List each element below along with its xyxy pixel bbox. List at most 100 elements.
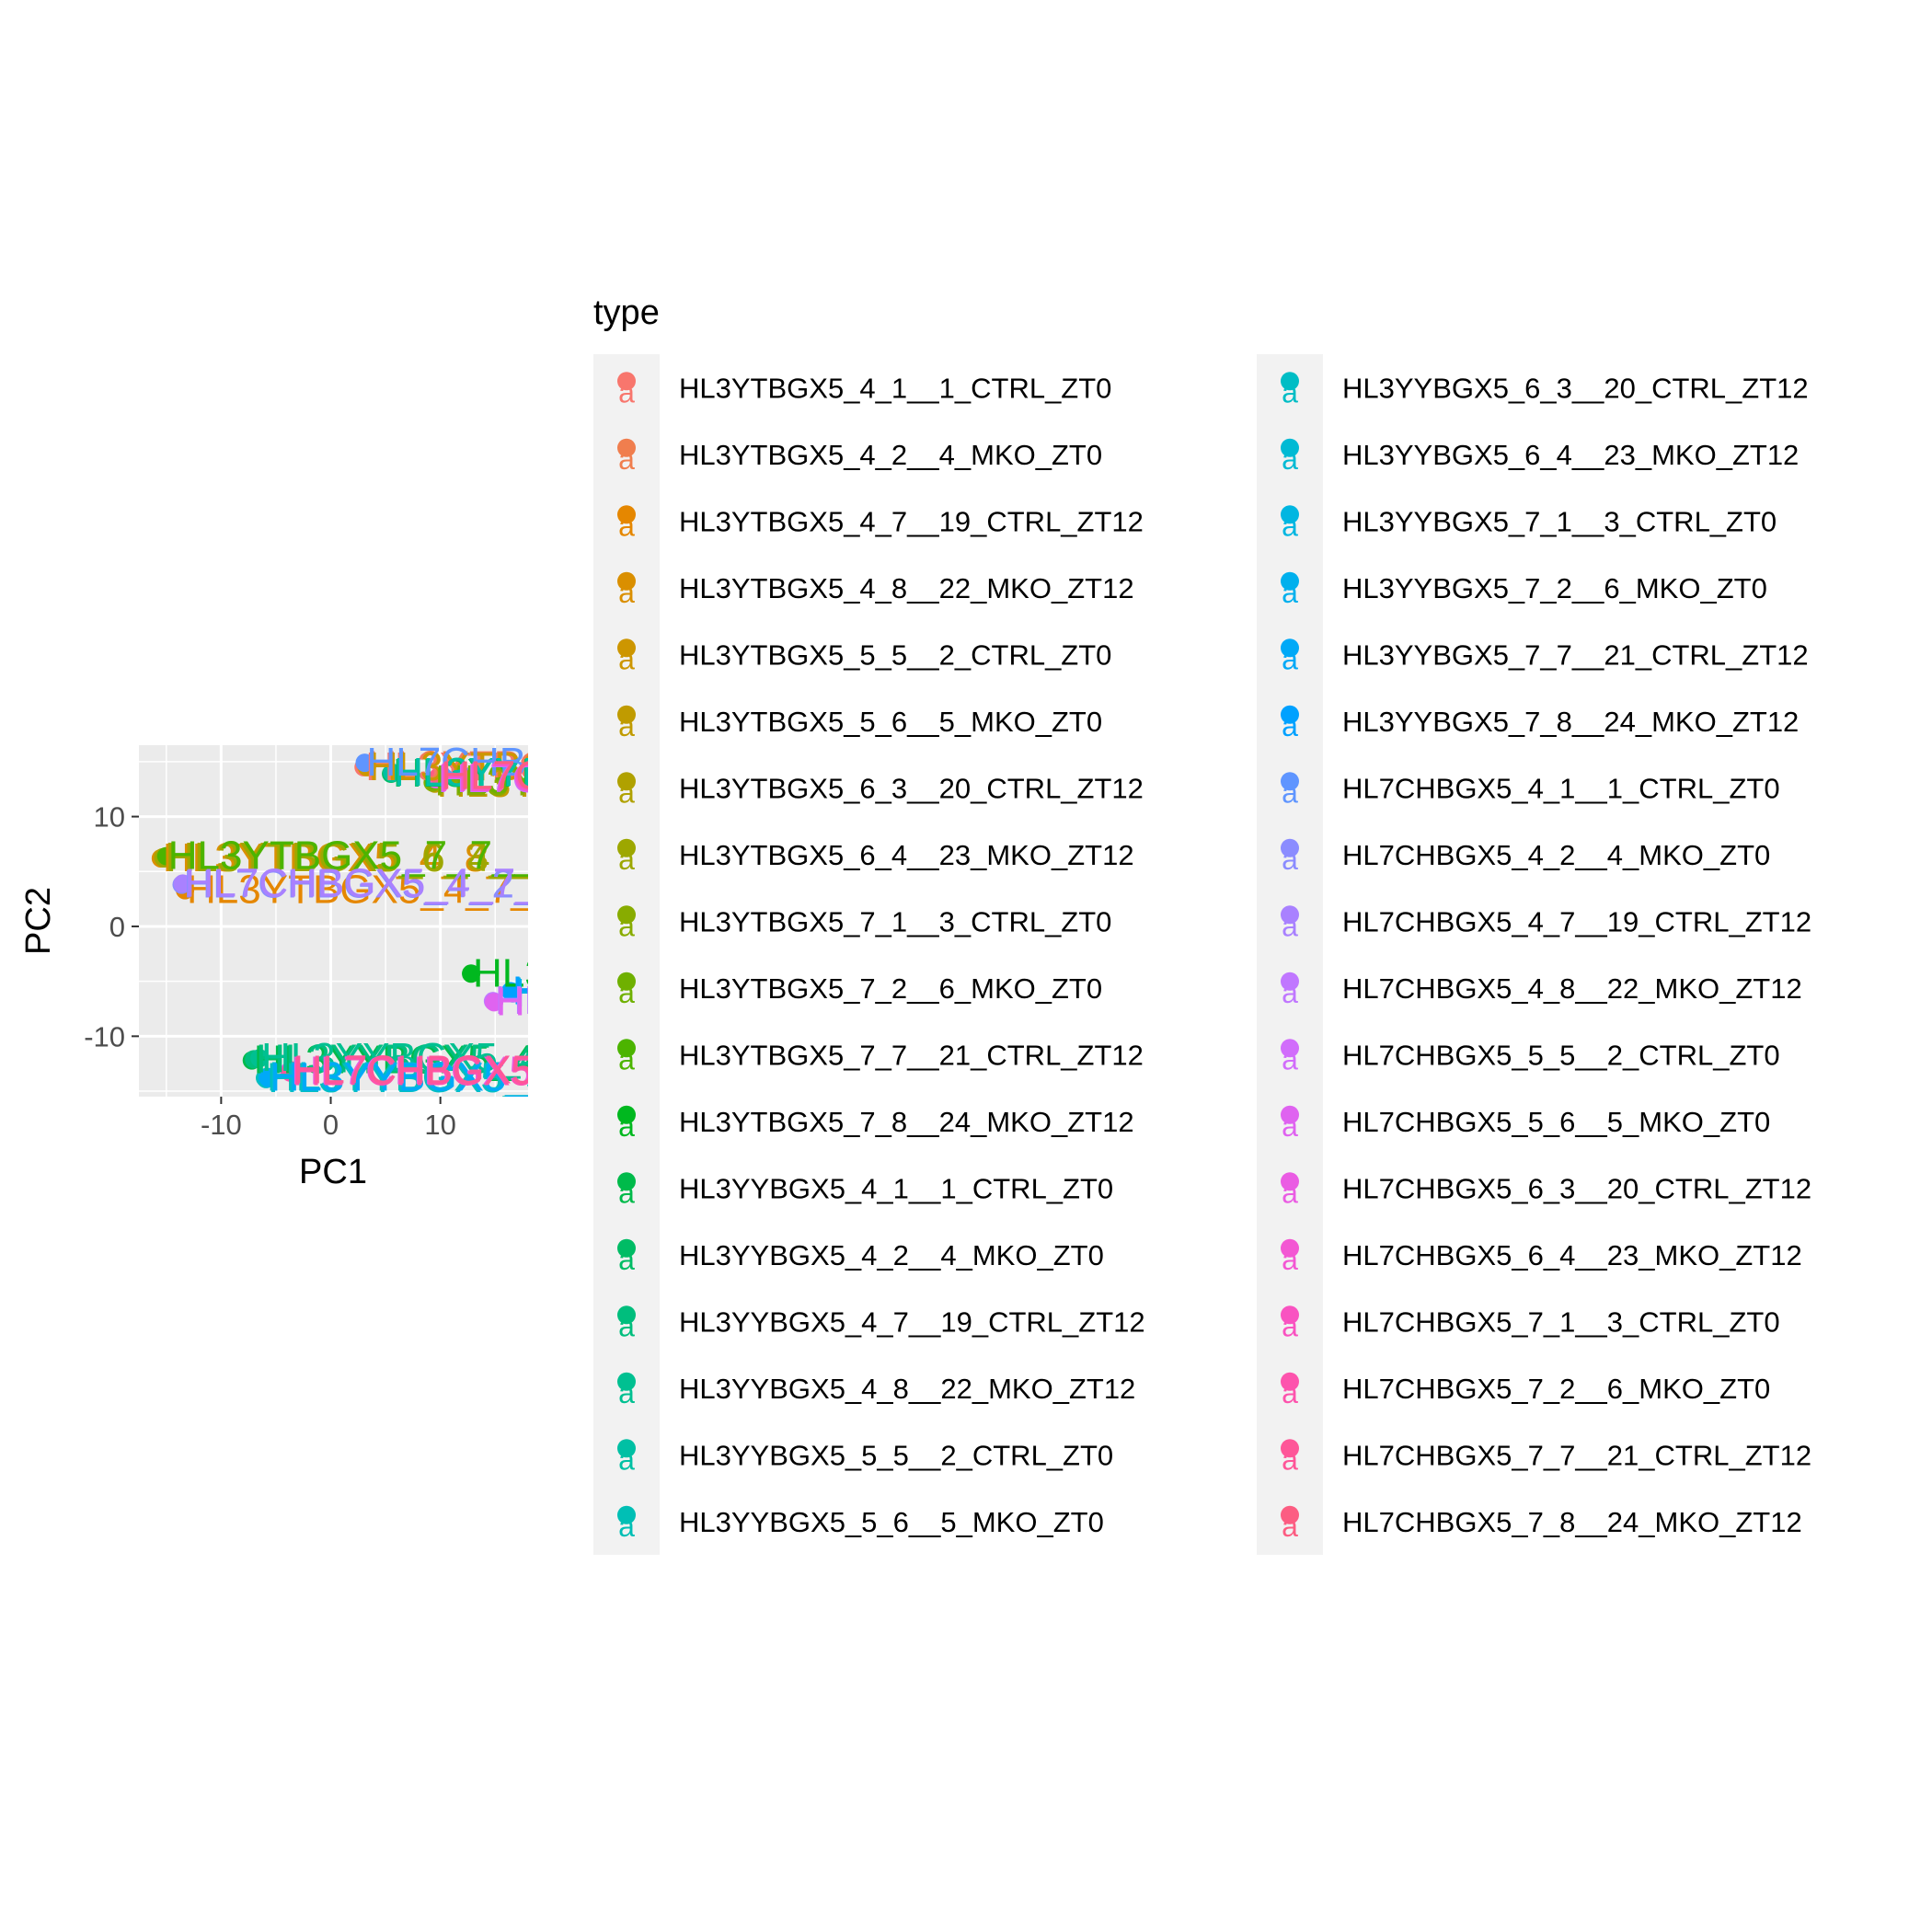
point-label: HL7CHBGX5_4_2__4_MKO_ZT0: [183, 862, 790, 907]
legend-key-glyph: a: [618, 776, 635, 809]
legend-key-glyph: a: [1282, 1176, 1298, 1209]
legend-key-point: [617, 1105, 636, 1124]
point-label: HL3YYBGX5_6_3__20_CTRL_ZT12: [268, 1056, 929, 1101]
legend-label: HL7CHBGX5_4_1__1_CTRL_ZT0: [1342, 772, 1780, 804]
x-tick-label: 10: [424, 1109, 455, 1141]
legend-key-point: [617, 972, 636, 991]
legend-label: HL3YYBGX5_7_1__3_CTRL_ZT0: [1342, 505, 1777, 537]
data-point: [383, 763, 402, 782]
legend-label: HL3YYBGX5_4_1__1_CTRL_ZT0: [679, 1172, 1113, 1204]
legend-label: HL7CHBGX5_6_3__20_CTRL_ZT12: [1342, 1172, 1811, 1204]
legend-key-glyph: a: [618, 509, 635, 542]
legend-key-glyph: a: [1282, 375, 1298, 408]
legend-key-glyph: a: [618, 375, 635, 408]
legend-key-point: [617, 1372, 636, 1391]
point-label: HL7CHBGX5_6_3__20_CTRL_ZT12: [291, 1049, 957, 1094]
point-label: HL7CHBGX5_7_8__24_MKO_ZT12: [441, 753, 1093, 798]
point-label: HL3YTBGX5_7_2__6_MKO_ZT0: [436, 757, 1037, 802]
legend-key-point: [1281, 1105, 1299, 1124]
legend-label: HL7CHBGX5_4_2__4_MKO_ZT0: [1342, 839, 1770, 871]
legend-label: HL3YTBGX5_4_1__1_CTRL_ZT0: [679, 372, 1111, 404]
legend-key-glyph: a: [618, 1376, 635, 1409]
legend-key-point: [1281, 372, 1299, 391]
legend-key-point: [617, 1305, 636, 1325]
legend-label: HL3YYBGX5_4_2__4_MKO_ZT0: [679, 1239, 1104, 1271]
legend-key-point: [1281, 772, 1299, 791]
legend-label: HL3YYBGX5_6_3__20_CTRL_ZT12: [1342, 372, 1809, 404]
legend-key-point: [1281, 838, 1299, 857]
data-point: [500, 982, 520, 1001]
legend-key-background: [593, 354, 660, 1555]
point-label: HL3YTBGX5_4_7__19_CTRL_ZT12: [187, 868, 846, 913]
legend-key-glyph: a: [618, 1309, 635, 1342]
legend-key-glyph: a: [618, 1510, 635, 1543]
y-tick-label: 0: [109, 911, 125, 943]
legend-label: HL3YYBGX5_6_4__23_MKO_ZT12: [1342, 439, 1799, 471]
plot-panel: [139, 745, 528, 1097]
legend-label: HL3YTBGX5_7_2__6_MKO_ZT0: [679, 972, 1102, 1005]
legend-key-point: [1281, 505, 1299, 524]
legend-label: HL3YYBGX5_7_7__21_CTRL_ZT12: [1342, 638, 1809, 671]
point-label: HL3YTBGX5_6_3__20_CTRL_ZT12: [165, 834, 824, 880]
data-point: [430, 766, 449, 786]
legend-key-point: [617, 1505, 636, 1524]
legend-key-glyph: a: [1282, 509, 1298, 542]
data-labels: HL3YTBGX5_4_1__1_CTRL_ZT0HL3YTBGX5_4_2__…: [163, 743, 1118, 1101]
point-label: HL3YYBGX5_4_8__22_MKO_ZT12: [261, 1035, 909, 1080]
legend-key-point: [1281, 438, 1299, 457]
data-point: [282, 1061, 301, 1080]
legend-key-glyph: a: [618, 1110, 635, 1143]
data-point: [250, 1049, 270, 1068]
legend-key-glyph: a: [1282, 1443, 1298, 1476]
point-label: HL3YTBGX5_5_5__2_CTRL_ZT0: [369, 744, 983, 789]
legend-label: HL3YYBGX5_4_7__19_CTRL_ZT12: [679, 1305, 1145, 1338]
legend-key-glyph: a: [618, 576, 635, 609]
point-label: HL3YTBGX5_5_6__5_MKO_ZT0: [437, 761, 1038, 806]
legend-key-glyph: a: [618, 443, 635, 476]
legend-label: HL3YTBGX5_4_7__19_CTRL_ZT12: [679, 505, 1144, 537]
point-label: HL7CHBGX5_5_5__2_CTRL_ZT0: [438, 756, 1059, 801]
legend-label: HL3YYBGX5_7_2__6_MKO_ZT0: [1342, 572, 1767, 604]
legend-key-point: [1281, 1172, 1299, 1191]
data-point: [462, 964, 481, 983]
legend-key-point: [617, 1439, 636, 1458]
legend-label: HL3YTBGX5_5_6__5_MKO_ZT0: [679, 706, 1102, 738]
point-label: HL7CHBGX5_7_2__6_MKO_ZT0: [292, 1050, 899, 1095]
data-point: [355, 753, 374, 773]
legend-key-point: [617, 905, 636, 925]
legend-label: HL7CHBGX5_7_8__24_MKO_ZT12: [1342, 1506, 1802, 1538]
legend-key-glyph: a: [618, 1443, 635, 1476]
point-label: HL7CHBGX5_4_7__19_CTRL_ZT12: [185, 860, 851, 905]
point-label: HL3YYBGX5_4_2__4_MKO_ZT0: [393, 751, 996, 796]
legend-label: HL7CHBGX5_7_7__21_CTRL_ZT12: [1342, 1439, 1811, 1471]
point-label: HL3YYBGX5_4_7__19_CTRL_ZT12: [256, 1036, 917, 1081]
legend-key-point: [1281, 905, 1299, 925]
point-label: HL3YTBGX5_4_2__4_MKO_ZT0: [368, 743, 969, 788]
legend-key-point: [617, 772, 636, 791]
point-label: HL3YTBGX5_4_1__1_CTRL_ZT0: [365, 744, 980, 789]
legend-key-glyph: a: [1282, 443, 1298, 476]
point-label: HL3YYBGX5_7_7__21_CTRL_ZT12: [270, 1055, 932, 1100]
legend-key-background: [1257, 354, 1323, 1555]
point-label: HL3YTBGX5_6_4__23_MKO_ZT12: [166, 835, 811, 880]
point-label: HL3YYBGX5_5_5__2_CTRL_ZT0: [394, 750, 1010, 795]
legend-label: HL3YYBGX5_5_6__5_MKO_ZT0: [679, 1506, 1104, 1538]
legend-key-glyph: a: [618, 909, 635, 942]
legend-label: HL3YTBGX5_6_3__20_CTRL_ZT12: [679, 772, 1144, 804]
legend-key-point: [1281, 1039, 1299, 1058]
x-tick-label: -10: [201, 1109, 242, 1141]
legend-label: HL3YTBGX5_4_2__4_MKO_ZT0: [679, 439, 1102, 471]
legend-key-point: [1281, 571, 1299, 591]
legend-key-glyph: a: [1282, 576, 1298, 609]
legend-key-point: [617, 1238, 636, 1258]
legend-label: HL7CHBGX5_6_4__23_MKO_ZT12: [1342, 1239, 1802, 1271]
point-label: HL3YYBGX5_7_2__6_MKO_ZT0: [514, 971, 1118, 1016]
legend-label: HL3YTBGX5_4_8__22_MKO_ZT12: [679, 572, 1134, 604]
legend-key-glyph: a: [1282, 709, 1298, 742]
data-points: [151, 753, 523, 1088]
legend-key-glyph: a: [618, 709, 635, 742]
point-label: HL7CHBGX5_7_7__21_CTRL_ZT12: [293, 1047, 960, 1092]
legend-label: HL7CHBGX5_7_2__6_MKO_ZT0: [1342, 1373, 1770, 1405]
legend-key-glyph: a: [1282, 909, 1298, 942]
